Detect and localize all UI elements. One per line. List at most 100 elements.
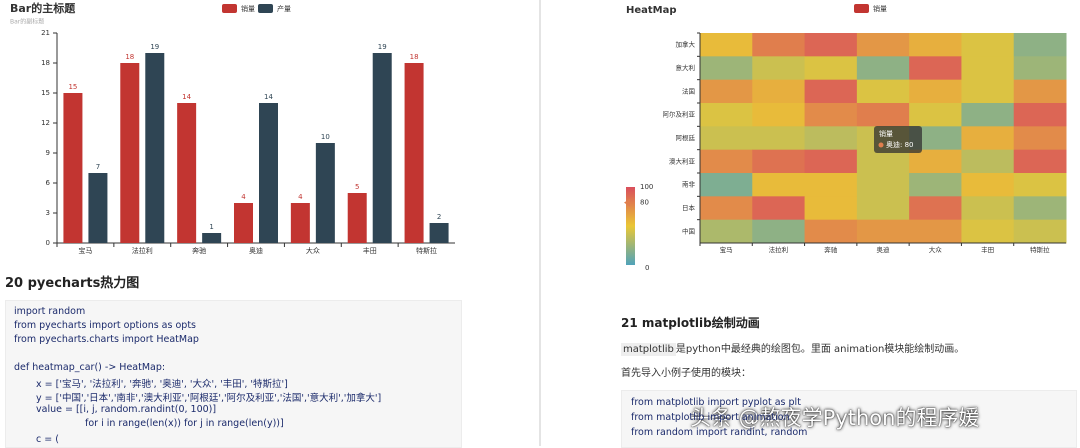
value-label: 19	[150, 43, 159, 51]
code-line: value = [[i, j, random.randint(0, 100)]	[36, 404, 217, 415]
tooltip-box	[874, 126, 922, 153]
value-label: 4	[298, 193, 303, 201]
heat-cell	[752, 173, 806, 197]
code-line: x = ['宝马', '法拉利', '奔驰', '奥迪', '大众', '丰田'…	[36, 379, 288, 390]
x-tick-label: 宝马	[720, 245, 733, 254]
value-label: 18	[410, 53, 419, 61]
x-tick-label: 奥迪	[249, 246, 263, 255]
inline-code: matplotlib	[621, 343, 676, 356]
y-tick-label: 阿根廷	[676, 133, 696, 142]
divider	[539, 0, 541, 446]
y-tick-label: 南非	[682, 180, 696, 189]
x-tick-label: 法拉利	[769, 245, 789, 254]
heat-cell	[1013, 196, 1067, 221]
heat-cell	[700, 149, 753, 174]
heat-cell	[804, 79, 858, 104]
heat-cell	[909, 33, 962, 57]
bar	[259, 103, 278, 243]
heat-cell	[856, 173, 910, 197]
bar	[177, 103, 197, 243]
y-tick-label: 3	[46, 209, 50, 217]
heat-cell	[804, 103, 858, 127]
bar	[404, 63, 424, 243]
heat-cell	[856, 33, 910, 57]
heat-cell	[804, 173, 858, 197]
heat-cell	[804, 149, 858, 174]
code-line: from matplotlib import pyplot as plt	[631, 397, 801, 408]
y-tick-label: 18	[41, 59, 50, 67]
y-tick-label: 澳大利亚	[669, 156, 696, 165]
watermark: 头条 @熬夜学Python的程序媛	[690, 406, 980, 430]
heat-cell	[752, 33, 806, 57]
visual-map-handle	[624, 198, 630, 207]
heat-cell	[856, 56, 910, 81]
code-line: def heatmap_car() -> HeatMap:	[14, 362, 166, 373]
x-tick-label: 大众	[306, 246, 320, 255]
bar	[347, 193, 367, 243]
heat-cell	[909, 219, 962, 244]
tooltip-text: 奥迪: 80	[886, 140, 914, 149]
chart-subtitle: Bar的副标题	[10, 18, 44, 26]
heat-cell	[700, 219, 753, 244]
x-tick-label: 丰田	[981, 245, 994, 254]
heat-cell	[909, 173, 962, 197]
code-line: from pyecharts.charts import HeatMap	[14, 334, 199, 345]
y-tick-label: 21	[41, 29, 50, 37]
heat-cell	[961, 103, 1015, 127]
value-label: 14	[264, 93, 273, 101]
legend-label: 销量	[241, 4, 255, 13]
x-tick-label: 特斯拉	[1030, 245, 1050, 254]
value-label: 15	[68, 83, 77, 91]
heat-cell	[1013, 173, 1067, 197]
tooltip-dot	[878, 142, 884, 148]
heat-cell	[1013, 33, 1067, 57]
x-tick-label: 丰田	[363, 246, 377, 255]
heat-cell	[909, 56, 962, 81]
bar	[63, 93, 83, 243]
bar	[234, 203, 253, 243]
value-label: 10	[321, 133, 330, 141]
x-tick-label: 大众	[929, 245, 943, 254]
heat-cell	[700, 173, 753, 197]
heat-cell	[961, 196, 1015, 221]
paragraph: 首先导入小例子使用的模块：	[621, 368, 751, 379]
heat-cell	[961, 149, 1015, 174]
x-tick-label: 奔驰	[824, 245, 838, 254]
value-label: 18	[125, 53, 134, 61]
value-label: 1	[209, 223, 213, 231]
heat-cell	[752, 219, 806, 244]
visual-map-max: 100	[640, 183, 653, 191]
chart-title: Bar的主标题	[10, 1, 76, 15]
heat-cell	[752, 103, 806, 127]
heat-cell	[752, 126, 806, 151]
visual-map-handle-label: 80	[640, 199, 649, 207]
heat-cell	[961, 56, 1015, 81]
heat-cell	[700, 79, 753, 104]
section-heading: 21 matplotlib绘制动画	[621, 316, 760, 330]
value-label: 4	[241, 193, 246, 201]
heat-cell	[856, 103, 910, 127]
heat-cell	[1013, 126, 1067, 151]
heat-cell	[752, 56, 806, 81]
y-tick-label: 意大利	[676, 63, 696, 72]
bar	[202, 233, 222, 243]
visual-map-bar	[626, 187, 635, 265]
x-tick-label: 宝马	[78, 246, 92, 255]
legend-swatch	[258, 4, 273, 13]
heat-cell	[909, 149, 962, 174]
heat-cell	[856, 149, 910, 174]
value-label: 7	[96, 163, 100, 171]
heat-cell	[856, 196, 910, 221]
x-tick-label: 特斯拉	[416, 246, 437, 255]
paragraph: matplotlib 是python中最经典的绘图包。里面 animation模块…	[621, 340, 964, 356]
section-heading: 20 pyecharts热力图	[5, 276, 140, 291]
heat-cell	[700, 33, 753, 57]
value-label: 19	[378, 43, 387, 51]
visual-map-min: 0	[645, 264, 649, 272]
bar	[145, 53, 165, 243]
heat-cell	[752, 79, 806, 104]
value-label: 5	[355, 183, 359, 191]
